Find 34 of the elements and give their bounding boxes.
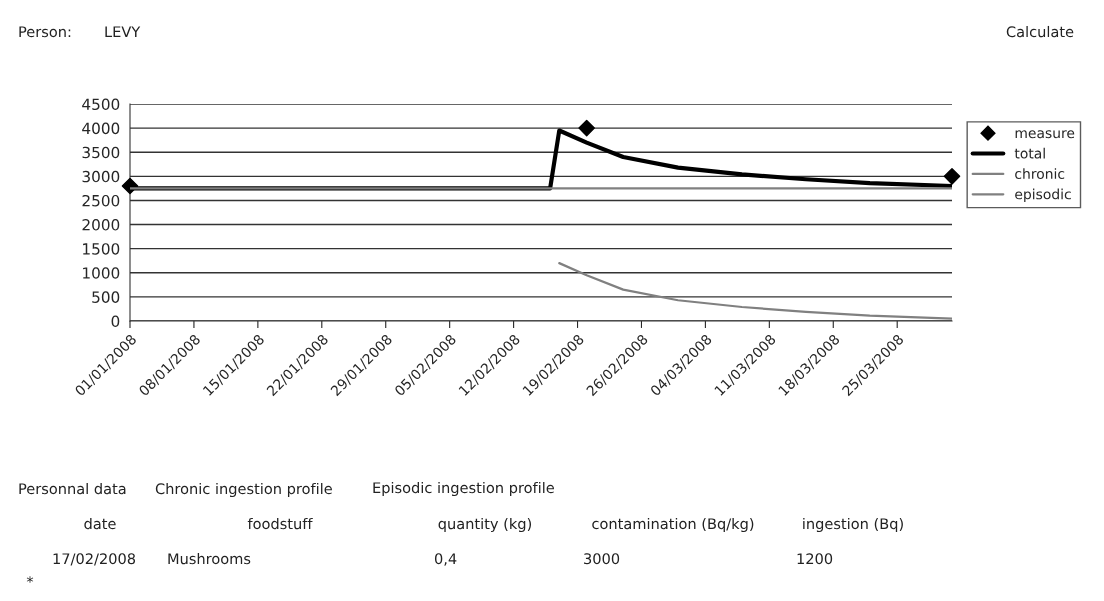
y-tick-label: 4000 <box>82 122 120 135</box>
y-tick-label: 3000 <box>82 170 120 183</box>
text: * <box>26 576 34 583</box>
text: quantity (kg) <box>438 517 531 533</box>
legend-label: total <box>1014 147 1045 159</box>
text: Chronic ingestion profile <box>155 482 332 498</box>
text: LEVY <box>105 26 141 38</box>
text: Calculate <box>1006 25 1074 38</box>
legend-label: measure <box>1015 130 1075 139</box>
text: 0,4 <box>434 553 457 566</box>
text: date <box>84 517 116 530</box>
y-tick-label: 4500 <box>82 98 120 111</box>
text: Mushrooms <box>168 552 251 565</box>
y-tick-label: 1500 <box>83 243 120 255</box>
y-tick-label: 0 <box>111 315 120 328</box>
y-tick-label: 500 <box>92 291 120 303</box>
y-tick-label: 3500 <box>82 146 120 159</box>
text: Episodic ingestion profile <box>373 481 554 497</box>
point <box>943 168 961 185</box>
legend-label: episodic <box>1015 188 1071 203</box>
text: Person: <box>19 26 71 38</box>
point <box>578 119 595 137</box>
text: ingestion (Bq) <box>803 517 903 533</box>
text: 1200 <box>797 553 833 565</box>
text: 17/02/2008 <box>53 553 136 566</box>
legend-label: chronic <box>1015 168 1065 179</box>
text: foodstuff <box>247 517 313 530</box>
text: Personnal data <box>19 482 126 495</box>
text: contamination (Bq/kg) <box>592 517 754 533</box>
y-tick-label: 2500 <box>82 194 120 207</box>
y-tick-label: 2000 <box>82 219 120 231</box>
line-series <box>558 262 952 320</box>
y-tick-label: 1000 <box>83 267 120 279</box>
text: 3000 <box>584 553 620 565</box>
